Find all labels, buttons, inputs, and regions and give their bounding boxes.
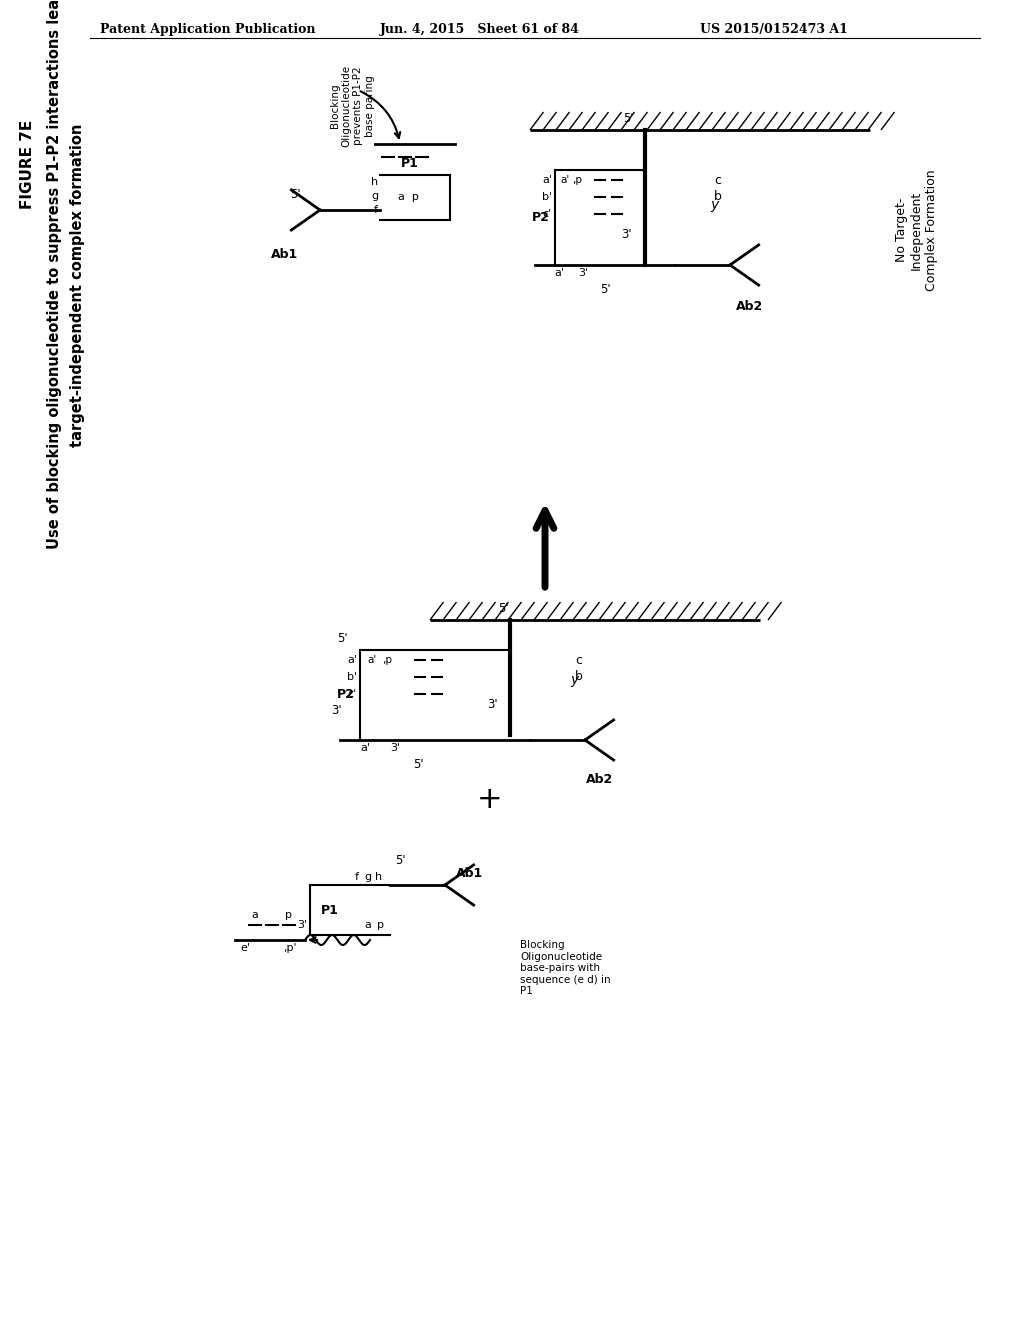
Text: Ab2: Ab2 <box>587 774 613 785</box>
Text: a': a' <box>368 655 377 665</box>
Text: c: c <box>714 173 721 186</box>
Text: h: h <box>371 177 378 187</box>
Text: a': a' <box>360 743 370 752</box>
Text: 5': 5' <box>413 758 423 771</box>
Text: b': b' <box>542 191 552 202</box>
Text: c': c' <box>348 689 357 700</box>
Text: 5': 5' <box>337 632 347 645</box>
Text: Jun. 4, 2015   Sheet 61 of 84: Jun. 4, 2015 Sheet 61 of 84 <box>380 22 580 36</box>
Text: US 2015/0152473 A1: US 2015/0152473 A1 <box>700 22 848 36</box>
Text: a': a' <box>542 176 552 185</box>
Text: a': a' <box>554 268 564 279</box>
Text: 3': 3' <box>487 698 498 711</box>
Text: c': c' <box>543 209 552 219</box>
Text: g: g <box>371 191 378 201</box>
Text: a  p: a p <box>397 193 419 202</box>
Text: target-independent complex formation: target-independent complex formation <box>71 123 85 446</box>
Text: a': a' <box>560 176 569 185</box>
Text: a': a' <box>347 655 357 665</box>
Text: p: p <box>286 909 293 920</box>
Text: P1: P1 <box>322 903 339 916</box>
Text: 3': 3' <box>390 743 400 752</box>
Text: Patent Application Publication: Patent Application Publication <box>100 22 315 36</box>
Text: 5': 5' <box>290 189 300 202</box>
Text: +: + <box>477 785 503 814</box>
Text: 5': 5' <box>394 854 406 867</box>
Text: P1: P1 <box>401 157 419 170</box>
Text: No Target-
Independent
Complex Formation: No Target- Independent Complex Formation <box>895 169 938 290</box>
Text: 3': 3' <box>297 920 307 931</box>
Text: FIGURE 7E: FIGURE 7E <box>20 120 36 210</box>
Text: 5': 5' <box>600 282 610 296</box>
Text: ,p': ,p' <box>284 942 297 953</box>
Text: a: a <box>365 920 372 931</box>
Text: 5': 5' <box>498 602 508 615</box>
Text: ,p: ,p <box>572 176 582 185</box>
Text: ,p: ,p <box>382 655 392 665</box>
Text: 3': 3' <box>622 228 632 242</box>
Text: P2: P2 <box>532 211 550 224</box>
Text: e': e' <box>240 942 250 953</box>
Text: c: c <box>575 653 582 667</box>
Text: 5': 5' <box>623 112 633 125</box>
Text: Use of blocking oligonucleotide to suppress P1-P2 interactions leading to: Use of blocking oligonucleotide to suppr… <box>47 0 62 549</box>
Text: f: f <box>374 205 378 215</box>
Text: y: y <box>710 198 718 213</box>
Text: f: f <box>355 873 359 882</box>
Text: Blocking
Oligonucleotide
prevents P1-P2
base paring: Blocking Oligonucleotide prevents P1-P2 … <box>330 65 375 147</box>
Text: b: b <box>714 190 722 203</box>
Text: g: g <box>365 873 372 882</box>
Text: a: a <box>252 909 258 920</box>
Text: P2: P2 <box>337 689 355 701</box>
Text: Ab1: Ab1 <box>271 248 299 261</box>
Text: 3': 3' <box>332 704 342 717</box>
Text: 3': 3' <box>578 268 588 279</box>
Text: b: b <box>575 671 583 684</box>
Text: p: p <box>377 920 384 931</box>
Text: b': b' <box>347 672 357 682</box>
Text: Ab2: Ab2 <box>736 300 764 313</box>
Text: h: h <box>376 873 383 882</box>
Text: Ab1: Ab1 <box>457 867 483 880</box>
Text: y: y <box>570 673 579 686</box>
Text: Blocking
Oligonucleotide
base-pairs with
sequence (e d) in
P1: Blocking Oligonucleotide base-pairs with… <box>520 940 610 997</box>
